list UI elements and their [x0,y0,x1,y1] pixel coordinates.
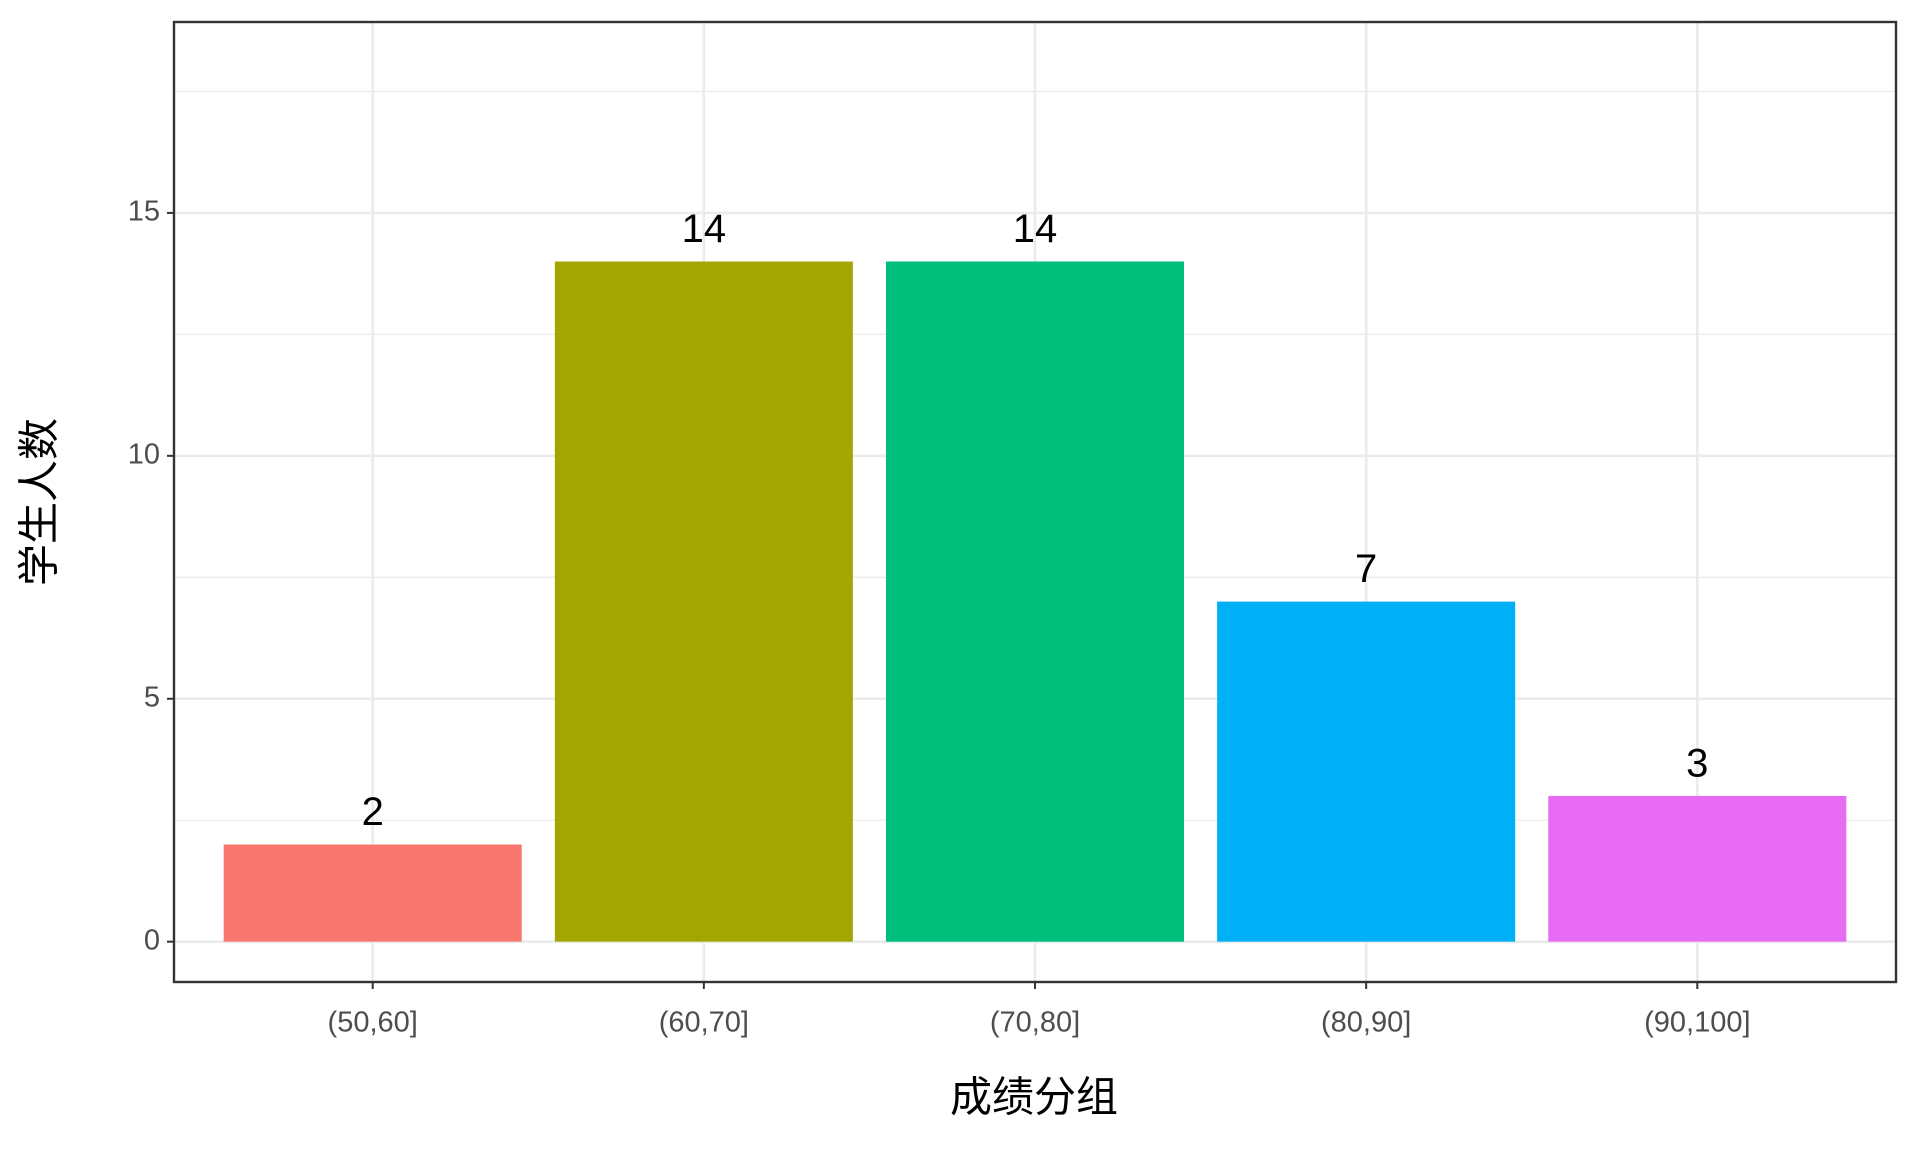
bar [554,261,853,942]
panel-border [172,20,1898,984]
x-axis-title: 成绩分组 [950,1076,1118,1122]
y-axis-title: 学生人数 [17,418,64,586]
data-label: 14 [682,207,727,251]
bar [223,844,522,942]
x-tick-label: (50,60] [328,1007,418,1039]
x-tick-label: (80,90] [1321,1007,1411,1039]
x-tick-label: (60,70] [659,1007,749,1039]
y-tick-label: 15 [128,196,160,228]
y-tick-label: 10 [128,439,160,471]
data-label: 2 [362,790,384,834]
x-tick-label: (90,100] [1644,1007,1750,1039]
bar [1548,795,1847,942]
data-label: 14 [1013,207,1058,251]
data-label: 7 [1355,547,1377,591]
y-tick-label: 0 [144,924,160,956]
x-tick-label: (70,80] [990,1007,1080,1039]
data-label: 3 [1686,741,1708,785]
bar [1217,601,1516,942]
bar [885,261,1185,942]
y-tick-label: 5 [144,681,160,713]
